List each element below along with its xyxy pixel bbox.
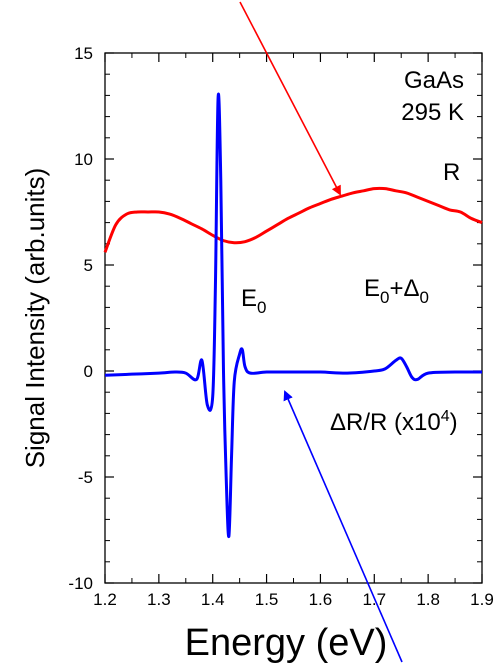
annotation-e0d-main: E	[364, 275, 380, 302]
series-line-dr-over-r	[104, 92, 483, 538]
x-tick-label: 1.2	[93, 590, 117, 609]
axis-ticks	[104, 52, 483, 584]
arrow-to-dr-curve	[283, 390, 403, 663]
arrow-to-r-curve	[239, 1, 341, 196]
x-tick-label: 1.3	[147, 590, 171, 609]
x-tick-label: 1.8	[416, 590, 440, 609]
annotation-r: R	[443, 159, 460, 186]
annotation-e0-sub: 0	[257, 298, 266, 317]
annotation-material: GaAs	[404, 67, 464, 94]
annotation-e0d-sub: 0	[380, 288, 389, 307]
annotation-dr-main: ΔR/R (x10	[330, 409, 441, 436]
x-axis-title: Energy (eV)	[185, 622, 388, 663]
series-line-r	[103, 186, 483, 253]
annotation-temperature: 295 K	[401, 99, 464, 126]
annotation-dr-sup: 4	[441, 408, 450, 425]
y-tick-label: 5	[84, 256, 93, 275]
y-tick-label: -10	[68, 574, 93, 593]
y-axis-title: Signal Intensity (arb.units)	[20, 168, 50, 469]
y-tick-label: 15	[74, 44, 93, 63]
x-tick-label: 1.6	[309, 590, 333, 609]
x-tick-label: 1.5	[255, 590, 279, 609]
x-tick-label: 1.4	[201, 590, 225, 609]
x-tick-label: 1.9	[470, 590, 494, 609]
series-layer	[103, 92, 483, 538]
annotation-dr: ΔR/R (x104)	[330, 408, 458, 436]
annotation-e0d-sub2: 0	[420, 288, 429, 307]
y-tick-label: 10	[74, 150, 93, 169]
annotation-dr-end: )	[450, 409, 458, 436]
plot-frame	[104, 52, 483, 584]
annotation-e0-delta0: E0+Δ0	[364, 275, 429, 307]
y-tick-label: 0	[84, 362, 93, 381]
y-tick-label: -5	[78, 468, 93, 487]
annotation-e0d-plus: +Δ	[389, 275, 419, 302]
annotation-e0-main: E	[241, 285, 257, 312]
annotation-e0: E0	[241, 285, 266, 317]
